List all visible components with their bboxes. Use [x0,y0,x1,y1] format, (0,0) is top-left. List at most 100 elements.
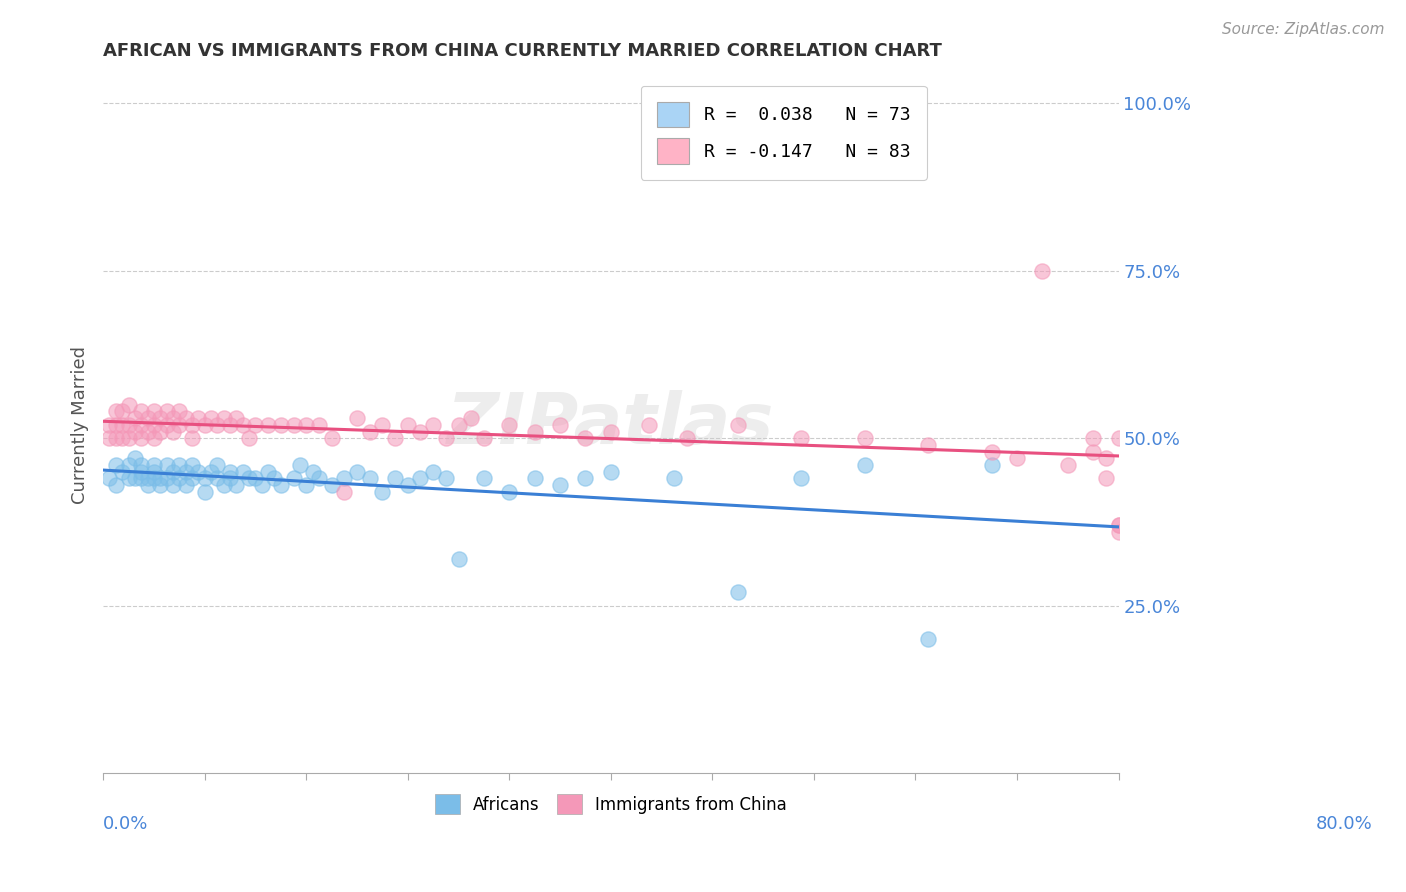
Point [333,484,356,499]
Point [129,431,152,445]
Point [283,471,305,485]
Point [111,465,134,479]
Point [207,471,229,485]
Point [181,431,204,445]
Point [250,478,273,492]
Point [853,458,876,472]
Point [283,417,305,432]
Point [129,465,152,479]
Point [111,417,134,432]
Point [599,425,621,439]
Point [498,484,520,499]
Point [194,471,217,485]
Point [124,425,146,439]
Point [200,465,222,479]
Point [409,471,432,485]
Point [174,478,197,492]
Point [194,417,217,432]
Point [409,425,432,439]
Point [980,444,1002,458]
Point [136,425,159,439]
Point [136,411,159,425]
Point [238,471,260,485]
Point [599,465,621,479]
Point [346,465,368,479]
Point [111,404,134,418]
Point [548,478,571,492]
Point [1031,264,1053,278]
Point [129,471,152,485]
Point [1108,518,1130,533]
Point [181,417,204,432]
Point [142,458,165,472]
Point [124,471,146,485]
Point [853,431,876,445]
Point [225,478,247,492]
Point [664,471,686,485]
Point [104,478,127,492]
Point [181,471,204,485]
Point [98,431,121,445]
Point [117,471,139,485]
Point [149,411,172,425]
Point [308,417,330,432]
Point [142,431,165,445]
Text: 80.0%: 80.0% [1316,815,1372,833]
Point [790,471,813,485]
Point [155,471,177,485]
Text: ZIPatlas: ZIPatlas [447,391,775,459]
Point [117,398,139,412]
Point [155,417,177,432]
Point [270,417,292,432]
Point [219,471,242,485]
Point [472,471,495,485]
Point [301,465,323,479]
Point [548,417,571,432]
Point [149,425,172,439]
Point [422,465,444,479]
Point [523,471,546,485]
Point [727,417,749,432]
Point [142,417,165,432]
Point [155,404,177,418]
Point [225,411,247,425]
Point [321,431,343,445]
Point [219,465,242,479]
Point [162,411,184,425]
Point [321,478,343,492]
Point [200,411,222,425]
Point [384,431,406,445]
Point [447,417,470,432]
Point [129,417,152,432]
Point [111,431,134,445]
Point [1095,451,1118,466]
Point [1108,524,1130,539]
Point [574,431,596,445]
Point [104,458,127,472]
Text: AFRICAN VS IMMIGRANTS FROM CHINA CURRENTLY MARRIED CORRELATION CHART: AFRICAN VS IMMIGRANTS FROM CHINA CURRENT… [103,42,942,60]
Point [142,404,165,418]
Point [1005,451,1028,466]
Point [346,411,368,425]
Point [1108,431,1130,445]
Point [295,417,318,432]
Point [117,417,139,432]
Text: 0.0%: 0.0% [103,815,149,833]
Point [169,417,191,432]
Point [212,411,235,425]
Point [498,417,520,432]
Point [124,411,146,425]
Point [212,478,235,492]
Point [1056,458,1078,472]
Point [371,417,394,432]
Point [270,478,292,492]
Point [129,404,152,418]
Point [333,471,356,485]
Point [396,417,419,432]
Point [174,465,197,479]
Point [129,458,152,472]
Point [288,458,311,472]
Point [155,458,177,472]
Point [169,458,191,472]
Point [295,478,318,492]
